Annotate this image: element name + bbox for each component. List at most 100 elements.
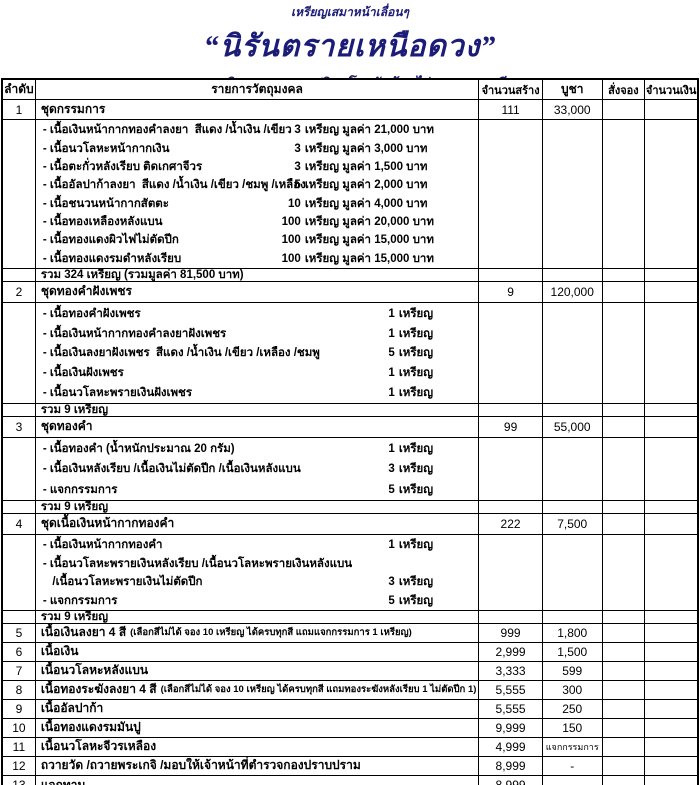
detail-count-unit: เหรียญ มูลค่า 15,000 บาท [304, 252, 434, 265]
price-value: 150 [543, 718, 603, 737]
detail-count: 1 เหรียญ [373, 363, 433, 383]
detail-count: 1 เหรียญ [373, 383, 433, 403]
detail-count-unit: เหรียญ มูลค่า 15,000 บาท [304, 234, 434, 247]
cell-empty [543, 500, 603, 513]
section-total-row: รวม 9 เหรียญ [3, 403, 697, 417]
detail-count-unit: เหรียญ [398, 443, 434, 455]
cell-empty [479, 500, 543, 513]
cell-empty [645, 738, 697, 756]
cell-empty [543, 534, 603, 610]
detail-count: 1 เหรียญ [373, 536, 433, 555]
detail-text: - แจกกรรมการ [42, 594, 118, 607]
cell-empty [479, 268, 543, 281]
section-name: ชุดกรรมการ [36, 100, 480, 119]
qty-value: 9 [479, 281, 543, 302]
detail-count-unit: เหรียญ มูลค่า 20,000 บาท [304, 215, 434, 228]
detail-count-unit: เหรียญ [398, 463, 434, 476]
detail-text: - แจกกรรมการ [42, 483, 118, 496]
section-total: รวม 324 เหรียญ (รวมมูลค่า 81,500 บาท) [36, 268, 480, 281]
item-label: เนื้อนวโลหะหลังแบน [40, 663, 149, 678]
detail-text: /เนื้อนวโลหะพรายเงินไม่ตัดปีก [42, 576, 203, 588]
cell-empty [603, 302, 646, 403]
detail-count-num: 1 [388, 307, 395, 320]
detail-count-unit: เหรียญ [398, 539, 434, 551]
detail-count-num: 100 [281, 234, 301, 247]
table-header-row: ลำดับ รายการวัตถุมงคล จำนวนสร้าง บูชา สั… [3, 80, 697, 100]
detail-count: 3 เหรียญ [373, 573, 433, 592]
cell-empty [603, 623, 646, 642]
qty-value: 999 [479, 623, 543, 642]
detail-text: - เนื้อทองเหลืองหลังแบน [42, 215, 163, 228]
section-total: รวม 9 เหรียญ [36, 500, 480, 513]
qty-value: 9,999 [479, 718, 543, 737]
item-label: เนื้อทองแดงรมมันปู [40, 720, 141, 735]
row-number: 1 [3, 100, 36, 119]
detail-line: - แจกกรรมการ 5 เหรียญ [41, 479, 478, 499]
table-row: 12 ถวายวัด /ถวายพระเกจิ /มอบให้เจ้าหน้าท… [3, 756, 697, 776]
detail-line: - เนื้อเงินหน้ากากทองคำลงยา สีแดง /น้ำเง… [41, 121, 478, 139]
detail-line: - เนื้อนวโลหะหน้ากากเงิน 3 เหรียญ มูลค่า 3… [41, 139, 478, 157]
detail-count-unit: เหรียญ มูลค่า 2,000 บาท [304, 179, 428, 192]
detail-count: 1 เหรียญ [373, 304, 433, 324]
cell-empty [3, 437, 36, 500]
cell-empty [479, 403, 543, 416]
cell-empty [603, 661, 646, 680]
item-label: แจกทาน [40, 777, 86, 785]
qty-value: 99 [479, 416, 543, 437]
item-name: เนื้ออัลปาก้า [36, 699, 480, 718]
cell-empty [603, 100, 646, 119]
detail-count: 100 เหรียญ มูลค่า 15,000 บาท [279, 231, 434, 249]
section-details: - เนื้อเงินหน้ากากทองคำลงยา สีแดง /น้ำเง… [3, 120, 697, 269]
cell-empty [645, 611, 697, 623]
detail-count: 5 เหรียญ [373, 591, 433, 610]
detail-count-unit: เหรียญ [398, 386, 434, 399]
cell-empty [645, 757, 697, 775]
row-number: 4 [3, 513, 36, 534]
detail-count-num: 5 [388, 483, 395, 496]
price-value: 599 [543, 661, 603, 680]
price-value: 7,500 [543, 513, 603, 534]
cell-empty [645, 719, 697, 737]
detail-list: - เนื้อทองคำ (น้ำหนักประมาณ 20 กรัม) 1 เหร… [36, 437, 480, 500]
section-name: ชุดเนื้อเงินหน้ากากทองคำ [36, 513, 480, 534]
detail-count-num: 1 [388, 443, 395, 455]
cell-empty [603, 500, 646, 513]
cell-empty [3, 610, 36, 623]
col-header-qty: จำนวนสร้าง [479, 80, 543, 99]
detail-count-num: 5 [388, 594, 395, 607]
header-subtitle-top: เหรียญเสมาหน้าเลื่อนๆ [291, 5, 409, 19]
item-label: เนื้อเงินลงยา 4 สี [40, 625, 127, 640]
cell-empty [479, 534, 543, 610]
price-value: - [543, 775, 603, 785]
cell-empty [543, 610, 603, 623]
price-value: 1,800 [543, 623, 603, 642]
detail-count-num: 10 [288, 197, 301, 210]
detail-count-num: 1 [388, 539, 395, 551]
cell-empty [645, 681, 697, 699]
detail-count: 100 เหรียญ มูลค่า 20,000 บาท [279, 213, 434, 231]
detail-text: - เนื้อทองแดงรมดำหลังเรียบ [42, 252, 182, 265]
item-name: เนื้อนวโลหะหลังแบน [36, 661, 480, 680]
detail-list: - เนื้อทองคำฝังเพชร 1 เหรียญ - เนื้อเงินหน… [36, 302, 480, 403]
detail-count: 3 เหรียญ มูลค่า 1,500 บาท [279, 158, 427, 176]
detail-count-num: 1 [388, 327, 395, 340]
detail-count: 1 เหรียญ [373, 324, 433, 344]
item-label: ถวายวัด /ถวายพระเกจิ /มอบให้เจ้าหน้าที่ต… [40, 758, 361, 773]
detail-line: - เนื้อเงินหน้ากากทองคำ 1 เหรียญ [41, 536, 478, 555]
detail-line: - แจกกรรมการ 5 เหรียญ [41, 591, 478, 610]
detail-count-unit: เหรียญ [398, 576, 434, 588]
cell-empty [645, 417, 697, 437]
detail-count-unit: เหรียญ [398, 327, 434, 340]
detail-count-unit: เหรียญ มูลค่า 3,000 บาท [304, 142, 428, 155]
detail-line: - เนื้อทองเหลืองหลังแบน 100 เหรียญ มูลค่า … [41, 213, 478, 231]
detail-count-unit: เหรียญ มูลค่า 21,000 บาท [304, 124, 434, 137]
item-note: (เลือกสีไม่ได้ จอง 10 เหรียญ ได้ครบทุกสี… [160, 684, 477, 696]
cell-empty [645, 700, 697, 718]
cell-empty [603, 775, 646, 785]
detail-list: - เนื้อเงินหน้ากากทองคำลงยา สีแดง /น้ำเง… [36, 120, 480, 268]
cell-empty [3, 403, 36, 416]
detail-count [373, 554, 399, 573]
cell-empty [603, 268, 646, 281]
detail-count-num: 1 [388, 367, 395, 380]
cell-empty [479, 302, 543, 403]
